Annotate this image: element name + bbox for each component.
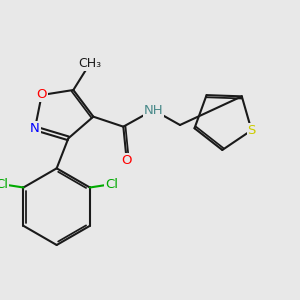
Text: Cl: Cl [0,178,8,191]
Text: NH: NH [143,103,163,116]
Text: O: O [36,88,47,101]
Text: Cl: Cl [105,178,118,191]
Text: O: O [122,154,132,166]
Text: CH₃: CH₃ [78,57,102,70]
Text: S: S [247,124,256,137]
Text: N: N [30,122,40,135]
